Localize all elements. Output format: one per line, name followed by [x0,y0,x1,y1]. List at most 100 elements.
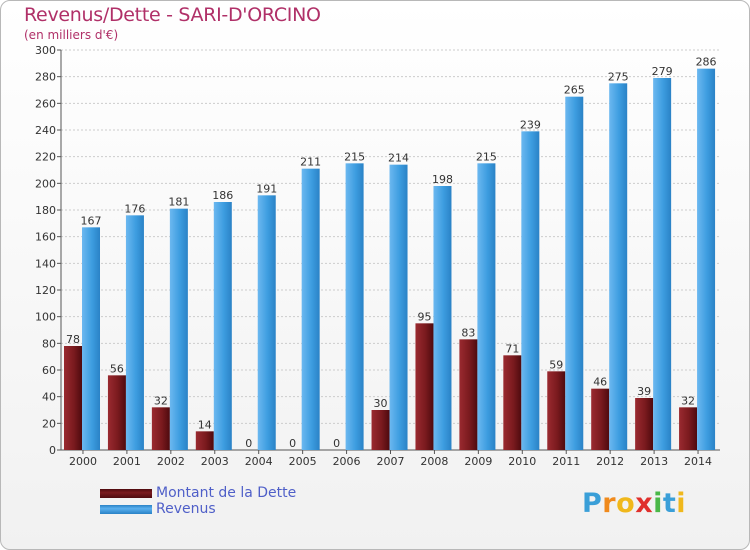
bar-value-label: 279 [652,65,673,78]
bar-dette [547,371,566,450]
bar-value-label: 286 [696,56,717,69]
bar-value-label: 39 [637,385,651,398]
y-tick-label: 260 [35,97,56,110]
logo-letter: o [616,488,636,519]
bar-revenus [521,131,540,451]
y-tick-label: 240 [35,124,56,137]
y-tick-label: 0 [49,444,56,457]
x-tick-label: 2002 [157,455,185,468]
legend-label-revenus: Revenus [156,501,216,517]
logo-letter: i [653,488,663,519]
y-tick-label: 80 [42,337,56,350]
bar-value-label: 215 [344,150,365,163]
proxiti-logo: Proxiti [582,488,686,519]
y-tick-label: 180 [35,204,56,217]
bar-dette [415,323,434,450]
y-tick-label: 280 [35,71,56,84]
logo-letter: P [582,488,603,519]
chart-subtitle: (en milliers d'€) [24,28,119,42]
bar-value-label: 0 [333,437,340,450]
logo-letter: x [635,488,654,519]
logo-letter: t [662,488,677,519]
x-tick-label: 2001 [113,455,141,468]
bar-revenus [565,96,584,451]
x-tick-label: 2014 [684,455,712,468]
bar-revenus [477,163,496,451]
legend-label-dette: Montant de la Dette [156,485,297,501]
bar-value-label: 211 [300,156,321,169]
x-tick-label: 2005 [289,455,317,468]
x-tick-label: 2006 [333,455,361,468]
bar-value-label: 83 [461,326,475,339]
bars [64,68,716,451]
bar-value-label: 198 [432,173,453,186]
bar-value-label: 32 [681,394,695,407]
bar-value-label: 176 [124,202,145,215]
bar-value-label: 46 [593,376,607,389]
y-tick-label: 40 [42,391,56,404]
bar-value-label: 214 [388,152,409,165]
bar-revenus [169,208,188,450]
bar-dette [151,407,170,450]
bar-value-label: 59 [549,358,563,371]
bar-dette [371,410,390,450]
bar-revenus [653,78,672,450]
bar-value-label: 191 [256,182,277,195]
y-tick-label: 20 [42,417,56,430]
y-tick-label: 60 [42,364,56,377]
bar-value-label: 30 [374,397,388,410]
bar-revenus [301,168,320,450]
bar-value-label: 95 [417,310,431,323]
x-tick-label: 2012 [596,455,624,468]
bar-value-label: 56 [110,362,124,375]
bar-value-label: 167 [81,214,102,227]
x-tick-label: 2013 [640,455,668,468]
x-tick-label: 2004 [245,455,273,468]
x-tick-label: 2008 [420,455,448,468]
bar-revenus [257,195,276,450]
legend-swatch-dette [100,489,152,498]
logo-letter: i [676,488,687,519]
bar-dette [635,398,654,450]
bar-revenus [389,164,408,450]
x-tick-label: 2011 [552,455,580,468]
x-tick-label: 2007 [377,455,405,468]
axes: 0204060801001201401601802002202402602803… [35,44,720,468]
x-tick-label: 2010 [508,455,536,468]
bar-revenus [433,186,452,450]
bar-revenus [609,83,628,450]
bar-value-label: 265 [564,84,585,97]
bar-dette [679,407,698,450]
bar-dette [107,375,126,450]
bar-value-label: 181 [168,196,189,209]
bar-value-label: 215 [476,150,497,163]
y-tick-label: 200 [35,177,56,190]
x-tick-label: 2003 [201,455,229,468]
bar-value-label: 239 [520,118,541,131]
bar-value-label: 78 [66,333,80,346]
bar-dette [64,346,82,450]
bar-revenus [697,68,716,451]
bar-dette [591,388,610,450]
logo-letter: r [602,488,617,519]
bar-value-label: 14 [198,418,212,431]
bar-dette [459,339,478,450]
bar-dette [195,431,214,450]
bar-dette [503,355,522,450]
bar-value-label: 275 [608,70,629,83]
bar-revenus [345,163,364,451]
chart-title: Revenus/Dette - SARI-D'ORCINO [24,4,321,26]
x-tick-label: 2000 [69,455,97,468]
bar-value-label: 0 [245,437,252,450]
y-tick-label: 160 [35,231,56,244]
bar-revenus [213,202,232,450]
x-tick-label: 2009 [464,455,492,468]
y-tick-label: 120 [35,284,56,297]
y-tick-label: 220 [35,151,56,164]
bar-value-label: 32 [154,394,168,407]
bar-value-label: 71 [505,342,519,355]
y-tick-label: 300 [35,44,56,57]
y-tick-label: 140 [35,257,56,270]
bar-revenus [125,215,144,450]
